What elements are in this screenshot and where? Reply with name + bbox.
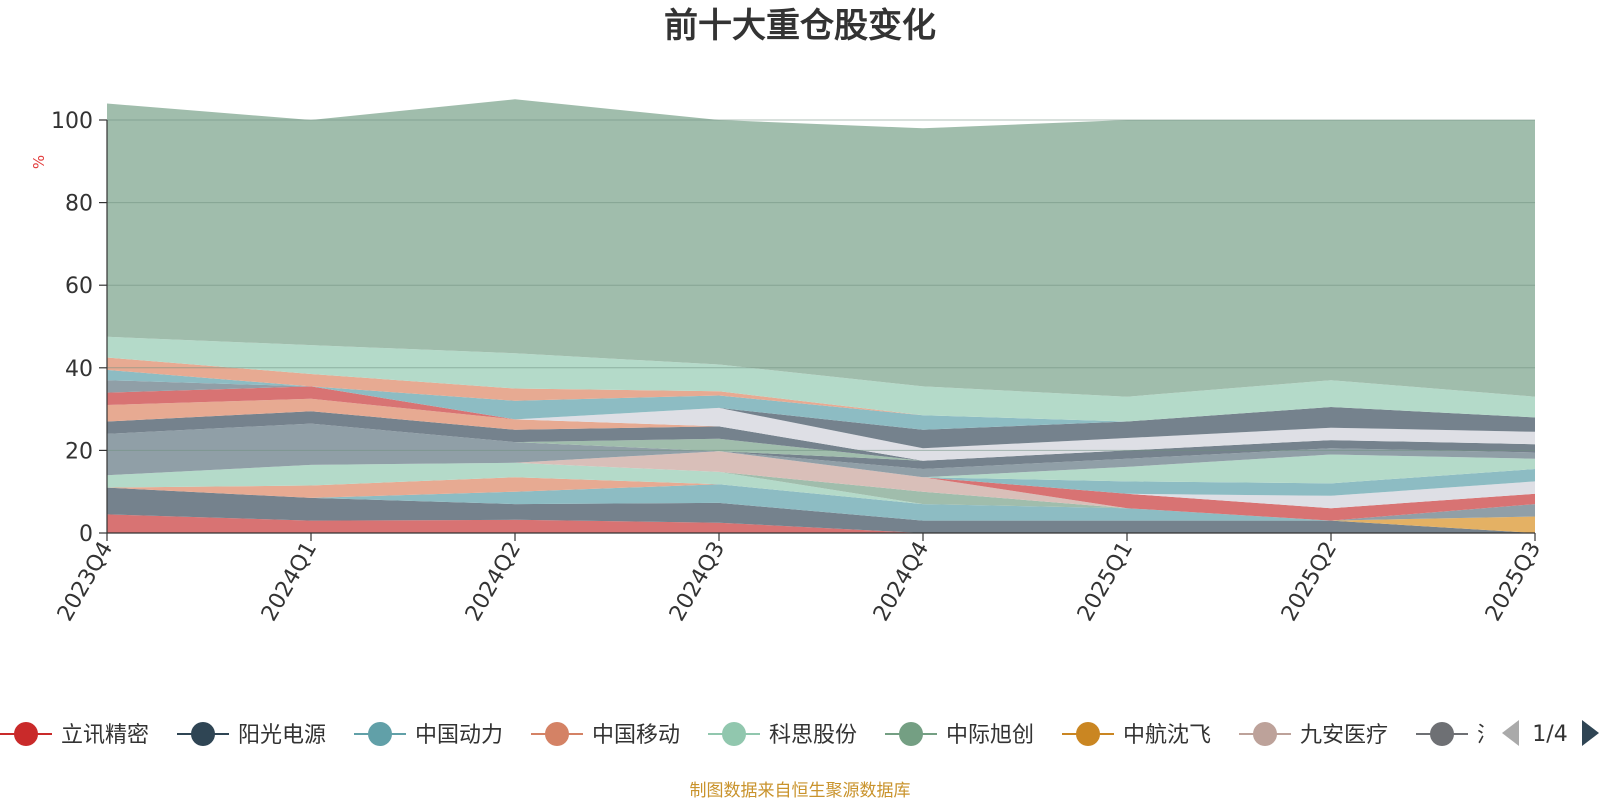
legend: 立讯精密 阳光电源 中国动力 中国移动 科思股份 中际旭创 中航沈飞 九安医疗 汇 xyxy=(0,722,1499,748)
legend-circle-icon xyxy=(1253,722,1277,746)
area-series-10 xyxy=(107,423,1535,509)
legend-page-indicator: 1/4 xyxy=(1532,722,1567,747)
area-series-25 xyxy=(107,99,1535,397)
legend-label: 中际旭创 xyxy=(946,723,1034,748)
source-note: 制图数据来自恒生聚源数据库 xyxy=(690,781,911,800)
grid-lines xyxy=(107,119,1535,451)
triangle-left-icon xyxy=(1502,720,1519,746)
area-series-3 xyxy=(107,477,1535,533)
area-series-1 xyxy=(107,487,1535,533)
legend-item[interactable]: 立讯精密 xyxy=(0,722,149,748)
legend-item[interactable]: 中际旭创 xyxy=(885,722,1034,748)
x-tick-label: 2025Q2 xyxy=(1277,538,1342,626)
legend-next-page-button[interactable] xyxy=(1582,720,1599,746)
legend-circle-icon xyxy=(722,722,746,746)
y-tick-label: 40 xyxy=(65,357,93,382)
area-series-4 xyxy=(107,462,1535,533)
legend-circle-icon xyxy=(1430,722,1454,746)
legend-label: 立讯精密 xyxy=(61,723,149,748)
x-tick-label: 2023Q4 xyxy=(53,538,118,626)
x-tick-label: 2025Q1 xyxy=(1073,538,1138,626)
area-series-7 xyxy=(107,451,1535,521)
legend-circle-icon xyxy=(1076,722,1100,746)
legend-circle-icon xyxy=(368,722,392,746)
legend-label: 汇 xyxy=(1477,723,1499,748)
area-series-22 xyxy=(107,369,1535,430)
x-tick-label: 2025Q3 xyxy=(1481,538,1546,626)
x-tick-label: 2024Q2 xyxy=(461,538,526,626)
legend-item[interactable]: 科思股份 xyxy=(708,722,857,748)
area-series-9 xyxy=(107,423,1535,521)
legend-circle-icon xyxy=(545,722,569,746)
x-tick-label: 2024Q4 xyxy=(869,538,934,626)
legend-prev-page-button[interactable] xyxy=(1502,720,1519,746)
y-tick-label: 0 xyxy=(79,522,93,547)
legend-circle-icon xyxy=(191,722,215,746)
axes xyxy=(106,120,1535,534)
area-series-17 xyxy=(107,398,1535,461)
area-series-2 xyxy=(107,484,1535,533)
legend-label: 中航沈飞 xyxy=(1123,723,1211,748)
area-series-12 xyxy=(107,423,1535,484)
legend-circle-icon xyxy=(899,722,923,746)
area-series-21 xyxy=(107,380,1535,449)
area-series-15 xyxy=(107,423,1535,461)
legend-circle-icon xyxy=(14,722,38,746)
y-tick-label: 100 xyxy=(51,109,93,134)
area-series-0 xyxy=(107,514,1535,533)
x-tick-label: 2024Q3 xyxy=(665,538,730,626)
triangle-right-icon xyxy=(1582,720,1599,746)
area-series-8 xyxy=(107,423,1535,521)
x-tick-labels: 2023Q4 2024Q1 2024Q2 2024Q3 2024Q4 2025Q1 2025… xyxy=(53,533,1546,626)
area-series-24 xyxy=(107,336,1535,422)
legend-item[interactable]: 汇 xyxy=(1416,722,1499,748)
chart-title: 前十大重仓股变化 xyxy=(664,6,936,46)
y-tick-label: 20 xyxy=(65,439,93,464)
area-series-19 xyxy=(107,380,1535,461)
series-areas xyxy=(107,99,1535,533)
legend-label: 阳光电源 xyxy=(238,723,326,748)
area-series-18 xyxy=(107,386,1535,461)
area-series-20 xyxy=(107,380,1535,461)
legend-item[interactable]: 中国移动 xyxy=(531,722,680,748)
legend-label: 科思股份 xyxy=(769,723,857,748)
area-series-14 xyxy=(107,423,1535,469)
area-series-23 xyxy=(107,357,1535,422)
area-series-16 xyxy=(107,411,1535,461)
x-tick-label: 2024Q1 xyxy=(257,538,322,626)
y-tick-labels: 0 20 40 60 80 100 xyxy=(51,109,107,547)
area-series-11 xyxy=(107,423,1535,496)
legend-label: 九安医疗 xyxy=(1300,723,1388,748)
legend-label: 中国移动 xyxy=(592,723,680,748)
y-tick-label: 80 xyxy=(65,192,93,217)
legend-item[interactable]: 中航沈飞 xyxy=(1062,722,1211,748)
legend-item[interactable]: 阳光电源 xyxy=(177,722,326,748)
legend-item[interactable]: 九安医疗 xyxy=(1239,722,1388,748)
y-tick-label: 60 xyxy=(65,274,93,299)
legend-label: 中国动力 xyxy=(415,723,503,748)
y-unit-label: % xyxy=(30,155,48,169)
legend-item[interactable]: 中国动力 xyxy=(354,722,503,748)
